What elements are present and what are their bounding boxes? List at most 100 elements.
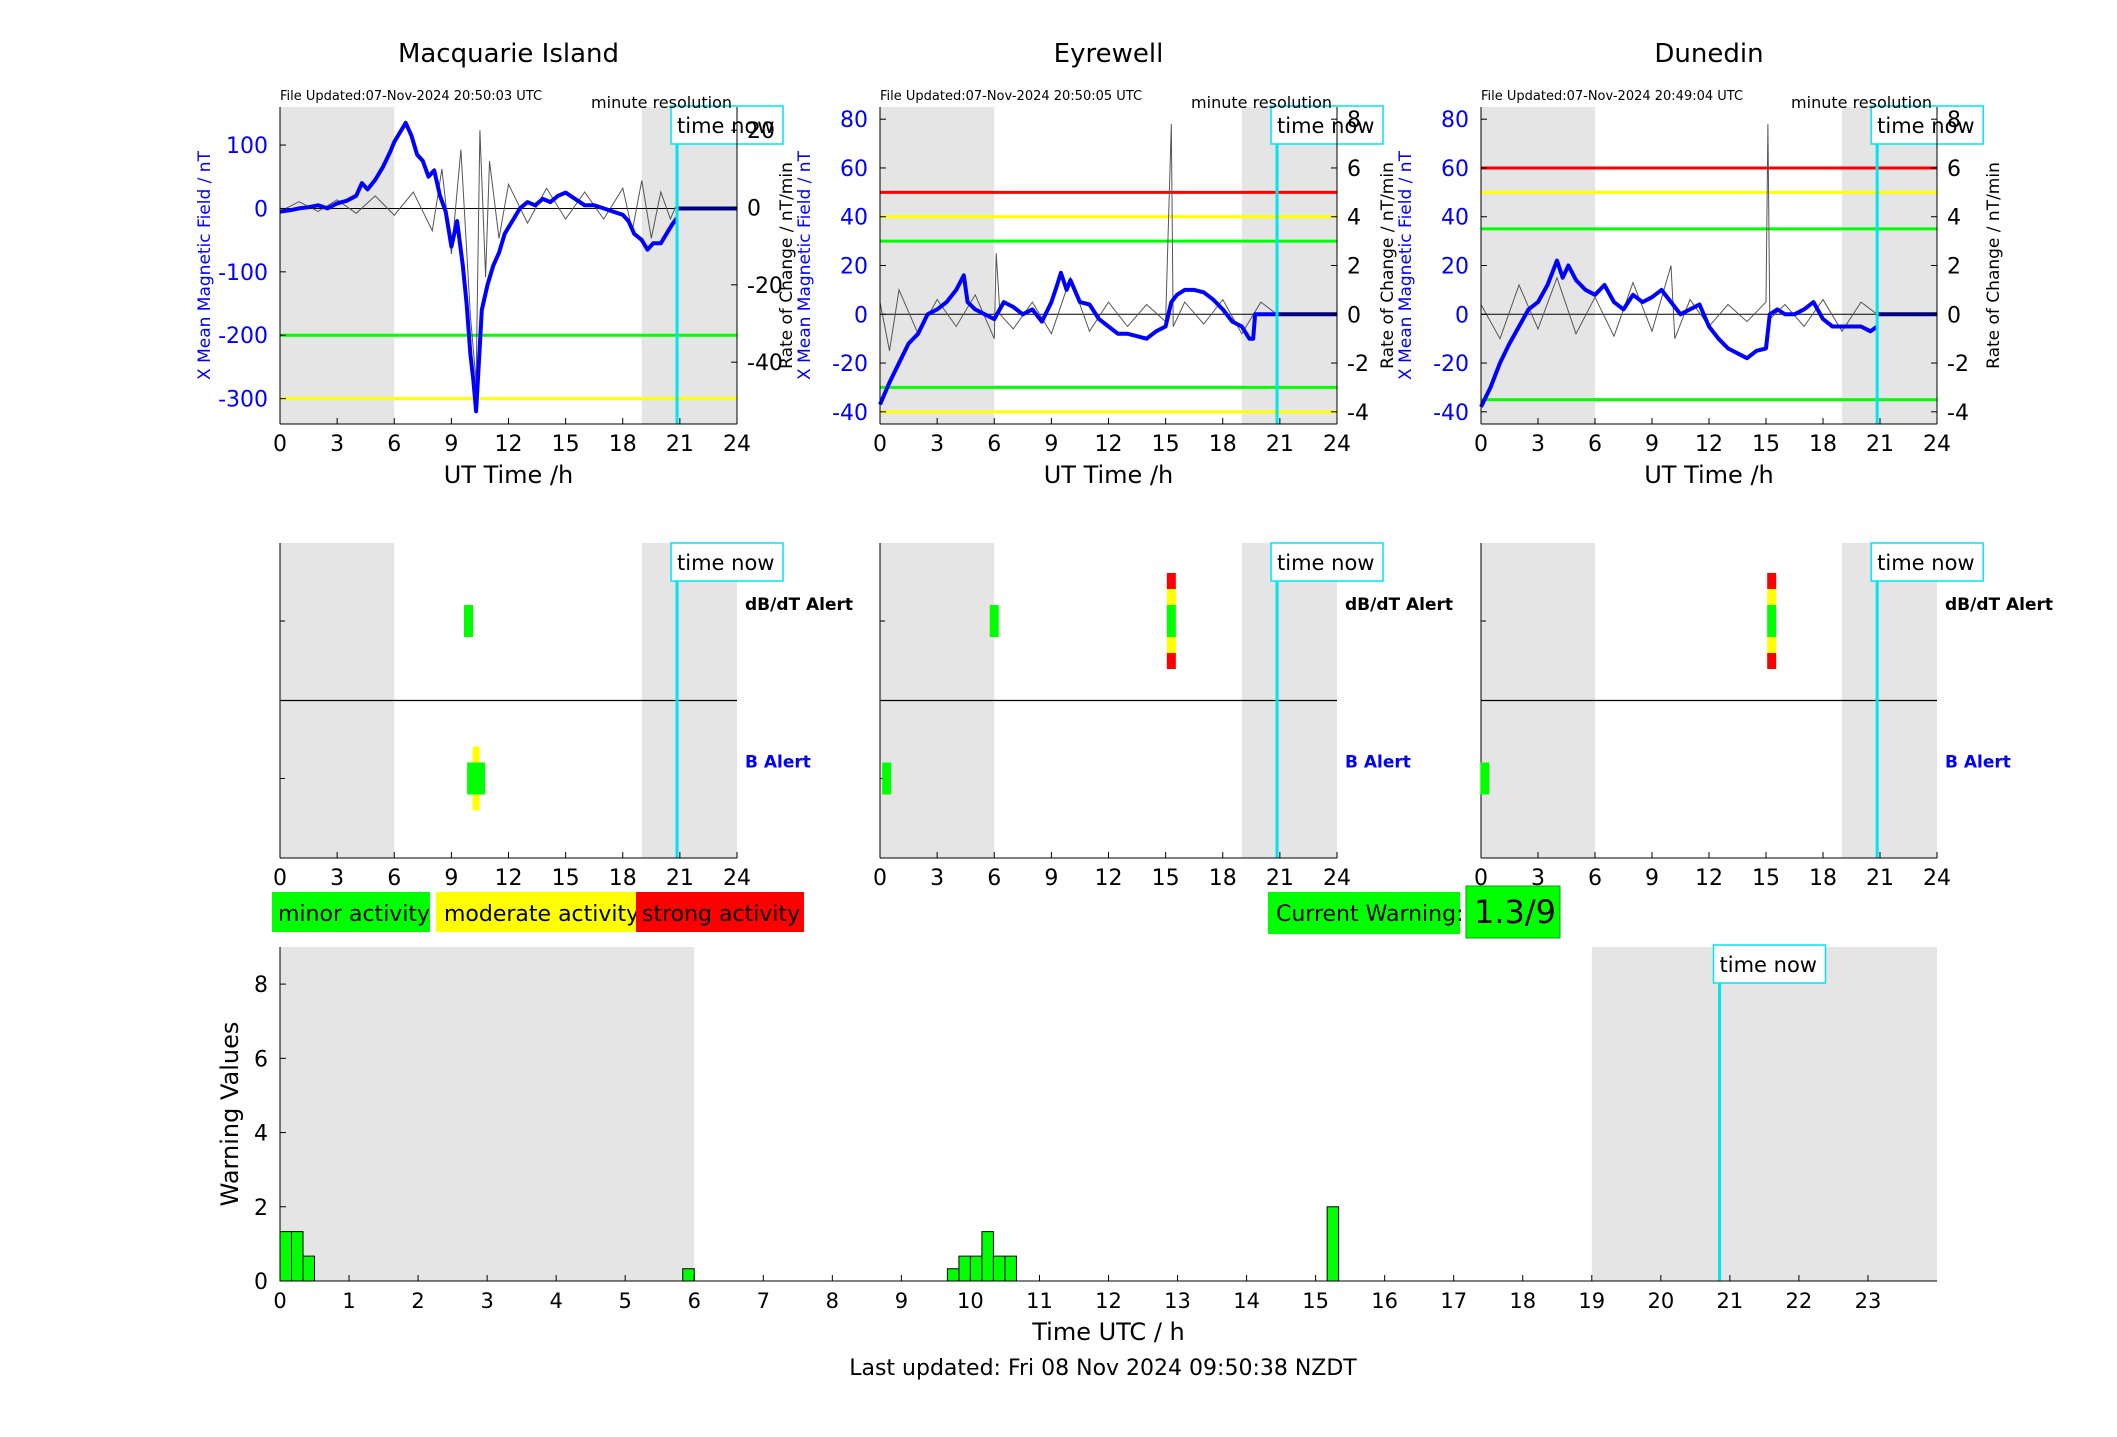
magnetometer-panel-1: time now 100 0 -100 -200 -300 20 0 -20 -40 0 3 6 9 12 1… — [195, 39, 784, 489]
file-updated-label: File Updated:07-Nov-2024 20:50:03 UTC — [280, 89, 542, 104]
file-updated-label: File Updated:07-Nov-2024 20:50:05 UTC — [880, 89, 1142, 104]
x-tick-label: 10 — [957, 1289, 984, 1313]
dbdt-alert-row-label: dB/dT Alert — [1345, 595, 1453, 615]
warning-bar — [291, 1231, 304, 1282]
x-tick-label: 9 — [444, 432, 458, 457]
x-tick-label: 1 — [342, 1289, 355, 1313]
x-tick-label: 23 — [1855, 1289, 1882, 1313]
night-shade-region — [1842, 107, 1937, 424]
current-warning-label-bg — [1268, 892, 1460, 934]
x-tick-label: 3 — [1531, 866, 1545, 891]
activity-legend: minor activity moderate activity strong … — [272, 892, 804, 932]
time-now-label-box: time now — [670, 542, 784, 582]
night-shade-region — [280, 947, 695, 1281]
x-tick-label: 24 — [1923, 866, 1951, 891]
x-tick-label: 12 — [1695, 432, 1723, 457]
station-title: Dunedin — [1654, 39, 1763, 69]
x-tick-label: 24 — [1323, 866, 1351, 891]
resolution-label: minute resolution — [591, 93, 732, 112]
current-warning-value: 1.3/9 — [1474, 893, 1556, 931]
b-alert-mark — [1480, 762, 1490, 795]
dbdt-alert-row-label: dB/dT Alert — [745, 595, 853, 615]
y-tick-label-left: 0 — [1455, 303, 1469, 328]
time-now-label: time now — [1877, 551, 1974, 575]
x-tick-label: 21 — [1266, 866, 1294, 891]
y-tick-label-left: -300 — [218, 388, 268, 413]
warning-y-tick-label: 0 — [254, 1270, 268, 1295]
warning-bar — [302, 1255, 316, 1282]
warning-y-tick-label: 4 — [254, 1122, 268, 1147]
x-tick-label: 13 — [1164, 1289, 1191, 1313]
time-now-label-frame — [1870, 542, 1984, 582]
x-tick-label: 21 — [1866, 432, 1894, 457]
x-tick-label: 15 — [1152, 866, 1180, 891]
time-now-label: time now — [1277, 551, 1374, 575]
x-mean-series — [279, 120, 679, 414]
time-now-label: time now — [1277, 114, 1374, 138]
x-tick-label: 6 — [387, 432, 401, 457]
x-tick-label: 18 — [1809, 432, 1837, 457]
x-mean-series — [1479, 258, 1879, 408]
dbdt-alert-mark — [1767, 653, 1777, 669]
warning-bar — [992, 1255, 1006, 1282]
x-tick-label: 22 — [1786, 1289, 1813, 1313]
warning-bar — [946, 1268, 960, 1282]
time-now-label-frame — [670, 542, 784, 582]
x-tick-label: 15 — [552, 866, 580, 891]
x-tick-label: 15 — [1752, 432, 1780, 457]
x-tick-label: 18 — [609, 432, 637, 457]
night-shade-region — [1591, 947, 1937, 1281]
x-tick-label: 6 — [1588, 866, 1602, 891]
x-tick-label: 12 — [1695, 866, 1723, 891]
y-tick-label-right: -2 — [1347, 352, 1369, 377]
x-tick-label: 12 — [495, 866, 523, 891]
y-axis-label-left: X Mean Magnetic Field / nT — [1396, 150, 1416, 380]
x-tick-label: 2 — [411, 1289, 424, 1313]
x-tick-label: 9 — [1044, 432, 1058, 457]
dbdt-alert-mark — [1767, 573, 1777, 589]
x-tick-label: 0 — [273, 432, 287, 457]
dbdt-alert-mark — [1166, 605, 1176, 621]
y-axis-label-right: Rate of Change / nT/min — [1378, 162, 1398, 369]
y-tick-label-right: -20 — [747, 274, 783, 299]
dbdt-alert-mark — [1166, 573, 1176, 589]
dbdt-alert-mark — [1166, 637, 1176, 653]
alert-panel-2: time now 0 3 6 9 12 15 18 21 24 dB/dT Alert B Alert — [873, 542, 1453, 891]
alert-panel-3: time now 0 3 6 9 12 15 18 21 24 dB/dT Alert B Alert — [1474, 542, 2053, 891]
y-tick-label-right: 2 — [1947, 255, 1961, 280]
current-warning-box: Current Warning: 1.3/9 — [1268, 885, 1561, 939]
x-tick-label: 16 — [1371, 1289, 1398, 1313]
x-tick-label: 15 — [1302, 1289, 1329, 1313]
time-now-label-box: time now — [1870, 105, 1984, 145]
dbdt-alert-mark — [1166, 653, 1176, 669]
x-tick-label: 24 — [1923, 432, 1951, 457]
time-now-label-frame — [1270, 542, 1384, 582]
b-alert-mark — [467, 778, 486, 795]
x-tick-label: 15 — [552, 432, 580, 457]
x-tick-label: 18 — [1509, 1289, 1536, 1313]
time-now-label-box: time now — [670, 105, 784, 145]
x-tick-label: 18 — [1809, 866, 1837, 891]
time-now-label-frame — [670, 105, 784, 145]
legend-minor-label: minor activity — [278, 902, 430, 927]
x-tick-label: 6 — [387, 866, 401, 891]
legend-strong-label: strong activity — [642, 902, 800, 927]
x-tick-label: 9 — [444, 866, 458, 891]
legend-strong-swatch — [636, 892, 804, 932]
x-tick-label: 20 — [1647, 1289, 1674, 1313]
b-alert-row-label: B Alert — [1945, 753, 2011, 773]
x-tick-label: 3 — [930, 432, 944, 457]
x-tick-label: 19 — [1578, 1289, 1605, 1313]
b-alert-row-label: B Alert — [1345, 753, 1411, 773]
time-now-label-box: time now — [1712, 944, 1827, 984]
y-tick-label-right: -4 — [1347, 401, 1369, 426]
x-tick-label: 15 — [1152, 432, 1180, 457]
y-axis-label-right: Rate of Change / nT/min — [777, 162, 797, 369]
night-shade-region — [1241, 107, 1337, 424]
x-tick-label: 3 — [330, 432, 344, 457]
y-tick-label-right: 2 — [1347, 255, 1361, 280]
